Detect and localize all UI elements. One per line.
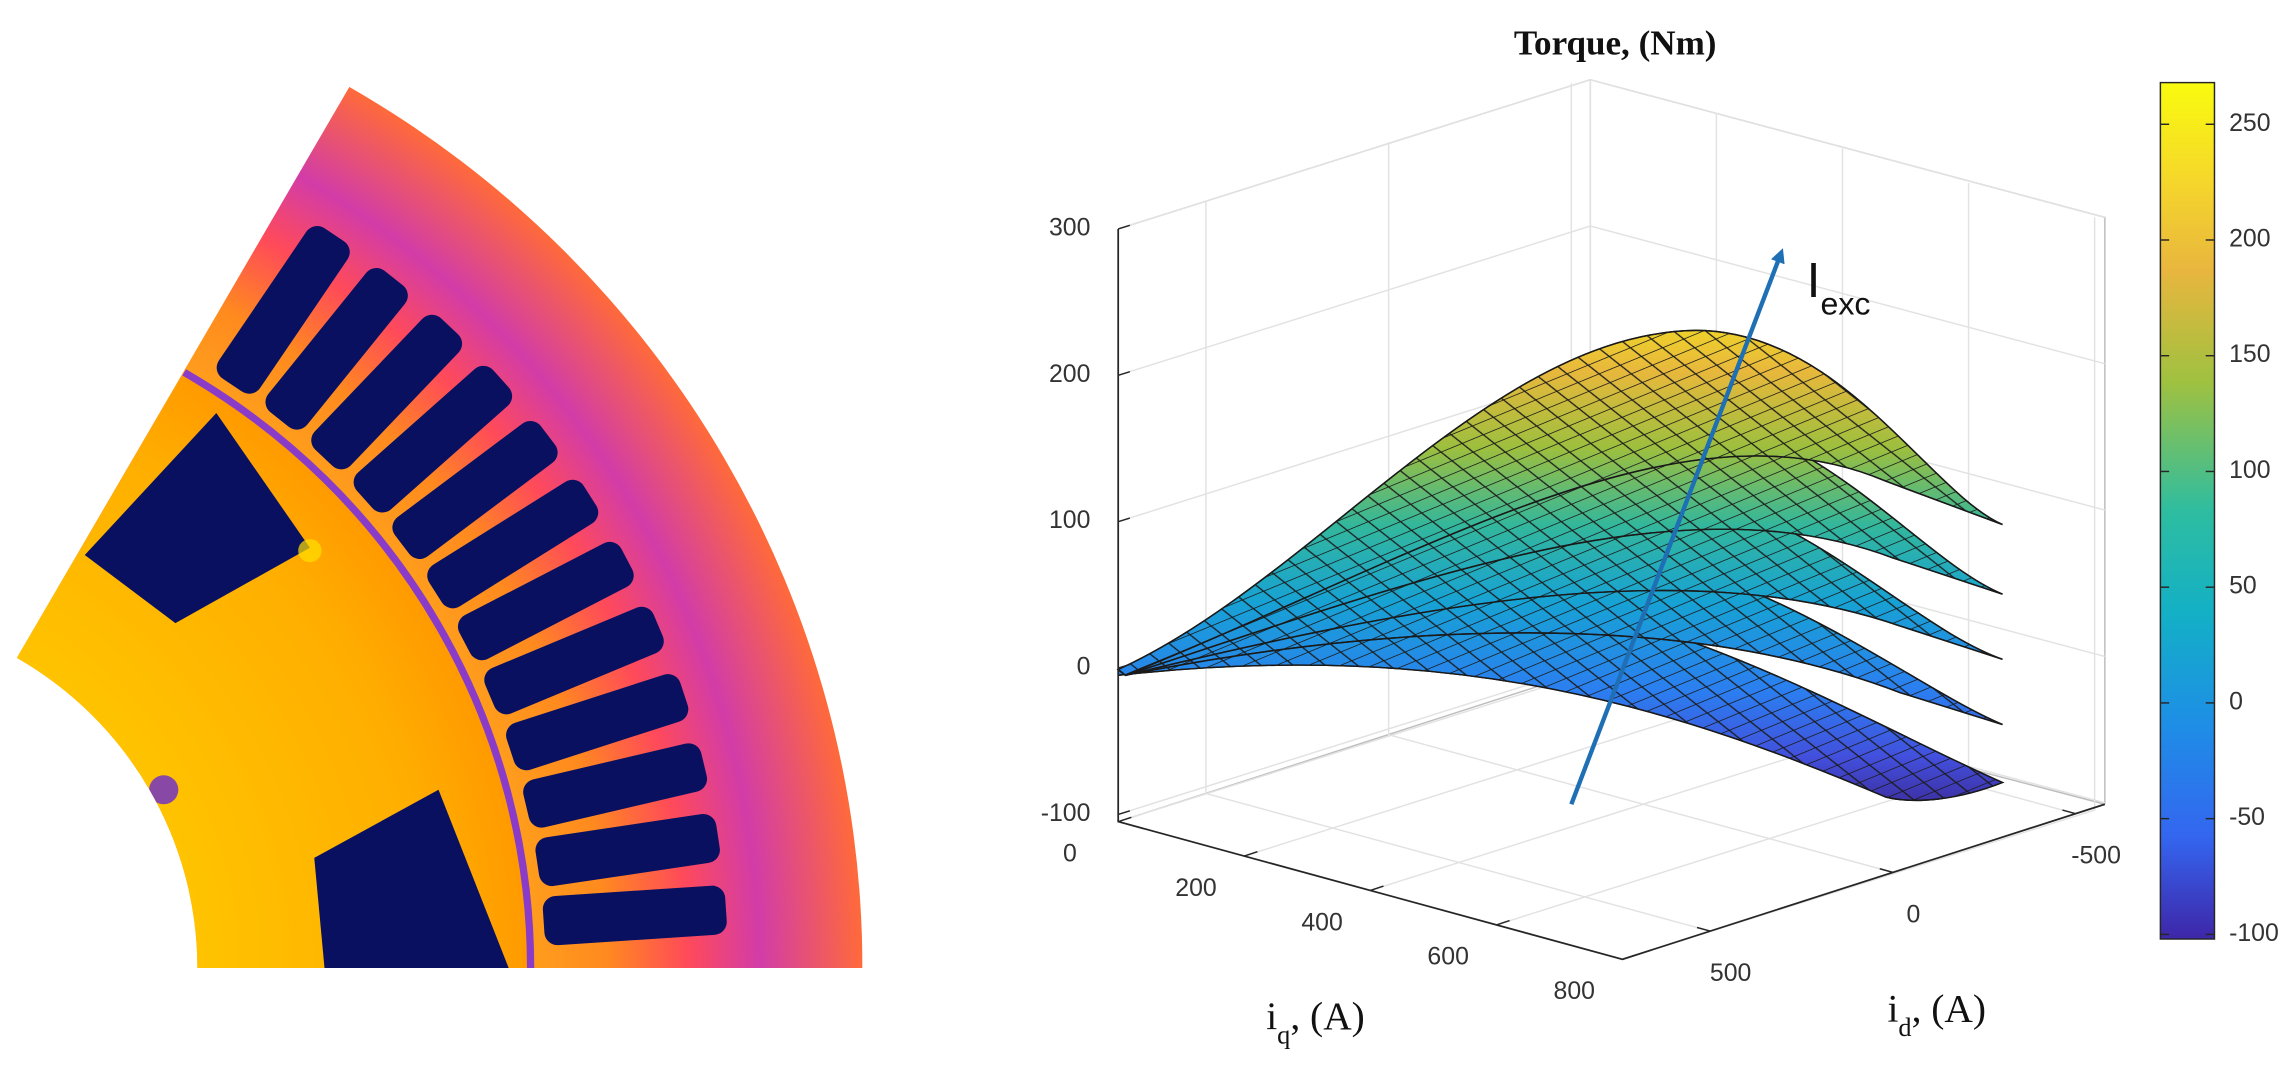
colorbar-tick-label: 250 [2229, 110, 2270, 137]
magnet [84, 412, 310, 624]
x-tick-label: 800 [1554, 978, 1595, 1005]
chart-title: Torque, (Nm) [1514, 23, 1717, 62]
x-tick-label: 600 [1427, 944, 1468, 971]
y-tick-mark [1879, 868, 1894, 874]
colorbar-tick-label: 150 [2229, 341, 2270, 368]
annotation-sub: exc [1820, 286, 1870, 322]
colorbar-tick-label: -100 [2229, 920, 2279, 947]
field-spot [298, 539, 322, 563]
z-tick-mark [1117, 663, 1131, 669]
x-axis-label: iq, (A) [1266, 995, 1365, 1049]
y-axis-label: id, (A) [1887, 988, 1986, 1042]
annotation: Iexc [1807, 253, 1871, 321]
y-tick-label: 500 [1710, 960, 1751, 987]
colorbar [2159, 81, 2216, 940]
z-tick-label: 0 [1077, 654, 1091, 681]
motor-field-plot [16, 86, 863, 968]
slot [523, 743, 708, 828]
slot [484, 606, 664, 715]
annotation-main: I [1807, 253, 1821, 308]
y-tick-label: -500 [2071, 843, 2121, 870]
x-label-main: i [1266, 995, 1277, 1038]
slot [216, 226, 350, 394]
x-tick-mark [1496, 919, 1510, 926]
excitation-arrow [1569, 248, 1785, 806]
slot [353, 365, 513, 513]
slots [216, 226, 727, 946]
slot [457, 541, 634, 661]
z-tick-mark [1117, 224, 1131, 230]
slot [311, 314, 463, 470]
y-label-rest: , (A) [1912, 988, 1986, 1031]
y-tick-mark [1696, 926, 1711, 932]
x-label-sub: q [1277, 1020, 1290, 1049]
grid-line [1117, 78, 2106, 230]
z-tick-mark [1117, 371, 1131, 377]
slot [542, 885, 727, 946]
field-spot [149, 775, 179, 805]
grid-line [1205, 200, 1711, 932]
z-tick-label: -100 [1041, 800, 1091, 827]
z-tick-label: 300 [1049, 215, 1090, 242]
z-tick-mark [1117, 517, 1131, 523]
x-tick-mark [1244, 851, 1258, 857]
colorbar-tick-label: 200 [2229, 226, 2270, 253]
colorbar-ticks: -100 -50 0 50 100 150 200 250 [2160, 110, 2279, 947]
ticks: -100 0 100 200 300 0 200 400 600 800 500 0 -500 [1041, 215, 2121, 1006]
grid-line [1387, 142, 1894, 874]
slot [427, 479, 599, 609]
x-tick-mark [1622, 954, 1636, 960]
surface-mesh [1116, 329, 2003, 677]
x-label-rest: , (A) [1290, 995, 1364, 1038]
colorbar-tick-label: 50 [2229, 573, 2257, 600]
x-tick-mark [1370, 885, 1384, 892]
magnet [314, 789, 509, 968]
slot [265, 268, 408, 430]
x-tick-label: 200 [1175, 875, 1216, 902]
y-tick-mark [2062, 809, 2076, 815]
slot [535, 814, 720, 887]
colorbar-tick-label: -50 [2229, 804, 2265, 831]
y-tick-label: 0 [1906, 901, 1920, 928]
y-label-sub: d [1898, 1013, 1911, 1042]
colorbar-tick-label: 0 [2229, 689, 2243, 716]
y-label-main: i [1887, 988, 1898, 1031]
z-tick-label: 200 [1049, 361, 1090, 388]
z-tick-label: 100 [1049, 507, 1090, 534]
slot [506, 674, 689, 771]
x-tick-mark [1117, 816, 1132, 823]
x-tick-label: 0 [1063, 841, 1077, 868]
air-gap [182, 369, 535, 968]
z-tick-mark [1117, 810, 1131, 816]
slot [392, 420, 558, 559]
surfaces [1116, 329, 2005, 802]
x-tick-label: 400 [1301, 909, 1342, 936]
colorbar-tick-label: 100 [2229, 457, 2270, 484]
